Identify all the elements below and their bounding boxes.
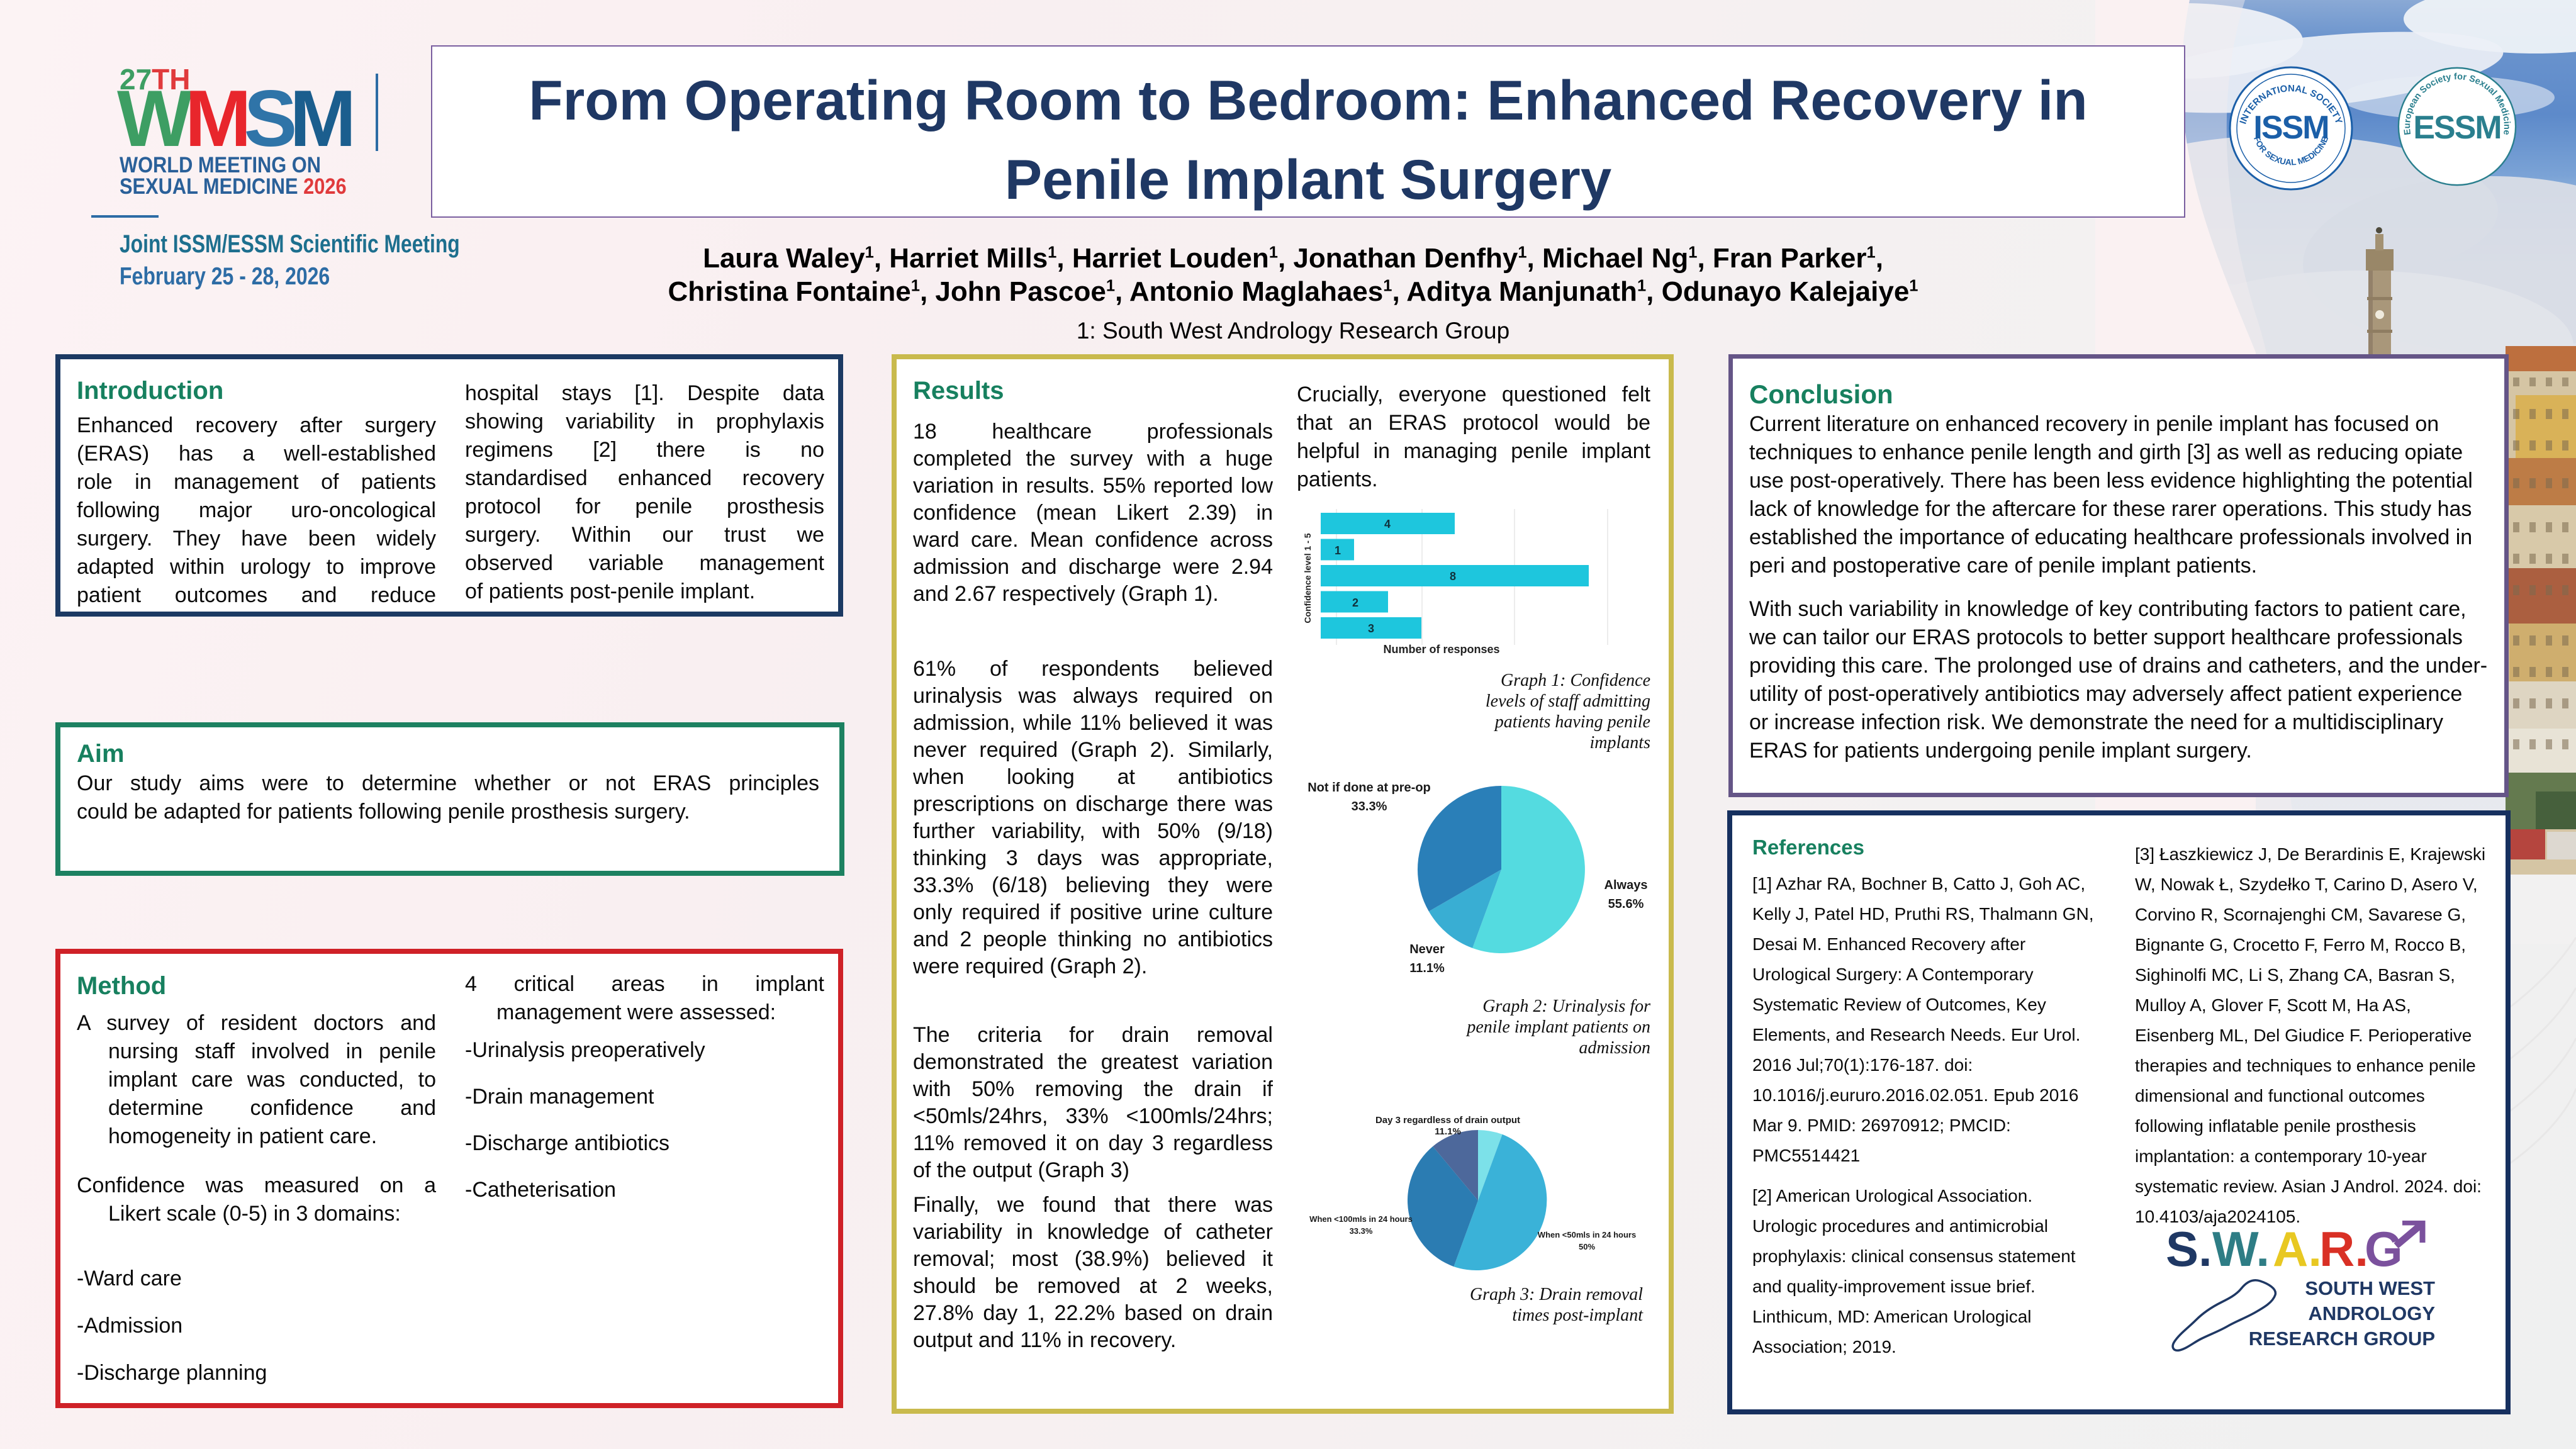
svg-text:ANDROLOGY: ANDROLOGY bbox=[2309, 1302, 2436, 1324]
svg-text:A.: A. bbox=[2273, 1221, 2322, 1277]
svg-text:G: G bbox=[2365, 1221, 2403, 1277]
svg-text:W.: W. bbox=[2212, 1221, 2270, 1277]
svg-text:11.1%: 11.1% bbox=[1409, 961, 1445, 975]
svg-text:Number of responses: Number of responses bbox=[1383, 643, 1499, 656]
svg-text:4: 4 bbox=[1384, 518, 1391, 530]
svg-text:S.: S. bbox=[2166, 1221, 2212, 1277]
svg-text:33.3%: 33.3% bbox=[1352, 800, 1387, 814]
svg-text:Never: Never bbox=[1409, 943, 1445, 956]
svg-text:R.: R. bbox=[2319, 1221, 2368, 1277]
svg-text:11.1%: 11.1% bbox=[1435, 1126, 1461, 1137]
svg-text:55.6%: 55.6% bbox=[1608, 897, 1644, 911]
svg-text:RESEARCH GROUP: RESEARCH GROUP bbox=[2249, 1328, 2435, 1350]
svg-text:2: 2 bbox=[1352, 596, 1358, 609]
svg-text:3: 3 bbox=[1368, 622, 1374, 635]
svg-text:Always: Always bbox=[1604, 878, 1648, 892]
svg-text:Confidence level 1 - 5: Confidence level 1 - 5 bbox=[1302, 533, 1313, 623]
svg-text:When <100mls in 24 hours: When <100mls in 24 hours bbox=[1309, 1214, 1413, 1224]
svg-text:ESSM: ESSM bbox=[2413, 109, 2500, 145]
svg-text:SOUTH WEST: SOUTH WEST bbox=[2305, 1277, 2435, 1299]
svg-text:1: 1 bbox=[1335, 544, 1341, 557]
svg-text:8: 8 bbox=[1450, 570, 1456, 583]
svg-text:50%: 50% bbox=[1579, 1242, 1595, 1251]
svg-text:When <50mls in 24 hours: When <50mls in 24 hours bbox=[1538, 1230, 1636, 1239]
svg-text:ISSM: ISSM bbox=[2253, 109, 2328, 146]
svg-text:Day 3 regardless of drain outp: Day 3 regardless of drain output bbox=[1375, 1115, 1520, 1126]
svg-text:33.3%: 33.3% bbox=[1350, 1226, 1373, 1236]
svg-text:Not if done at pre-op: Not if done at pre-op bbox=[1308, 781, 1431, 795]
